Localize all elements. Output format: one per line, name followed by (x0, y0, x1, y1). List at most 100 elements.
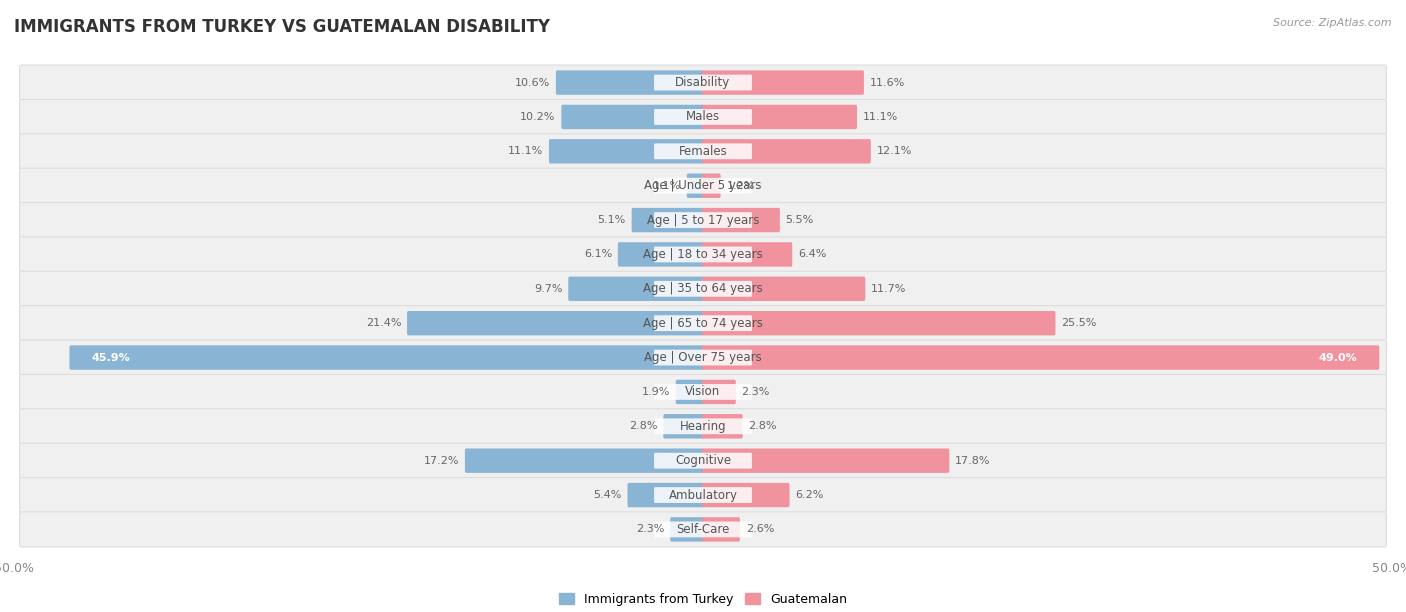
FancyBboxPatch shape (654, 315, 752, 331)
FancyBboxPatch shape (20, 443, 1386, 478)
Text: 21.4%: 21.4% (366, 318, 401, 328)
Text: 1.2%: 1.2% (727, 181, 755, 191)
Text: 11.7%: 11.7% (872, 284, 907, 294)
FancyBboxPatch shape (20, 65, 1386, 100)
Text: 1.9%: 1.9% (641, 387, 669, 397)
Text: Cognitive: Cognitive (675, 454, 731, 467)
FancyBboxPatch shape (20, 134, 1386, 169)
FancyBboxPatch shape (568, 277, 704, 301)
FancyBboxPatch shape (617, 242, 704, 267)
FancyBboxPatch shape (654, 349, 752, 365)
FancyBboxPatch shape (654, 109, 752, 125)
FancyBboxPatch shape (702, 208, 780, 233)
FancyBboxPatch shape (20, 375, 1386, 409)
Text: 5.5%: 5.5% (786, 215, 814, 225)
FancyBboxPatch shape (702, 105, 858, 129)
FancyBboxPatch shape (702, 311, 1056, 335)
Text: Age | 35 to 64 years: Age | 35 to 64 years (643, 282, 763, 296)
Text: 10.2%: 10.2% (520, 112, 555, 122)
FancyBboxPatch shape (654, 453, 752, 469)
FancyBboxPatch shape (654, 419, 752, 434)
Text: 25.5%: 25.5% (1062, 318, 1097, 328)
FancyBboxPatch shape (654, 212, 752, 228)
FancyBboxPatch shape (20, 305, 1386, 341)
Text: 17.8%: 17.8% (955, 456, 991, 466)
FancyBboxPatch shape (702, 70, 863, 95)
FancyBboxPatch shape (702, 173, 721, 198)
FancyBboxPatch shape (20, 203, 1386, 237)
FancyBboxPatch shape (69, 345, 704, 370)
FancyBboxPatch shape (555, 70, 704, 95)
Text: Age | 5 to 17 years: Age | 5 to 17 years (647, 214, 759, 226)
FancyBboxPatch shape (654, 487, 752, 503)
FancyBboxPatch shape (654, 75, 752, 91)
Text: 6.1%: 6.1% (583, 250, 612, 259)
Text: 12.1%: 12.1% (876, 146, 912, 156)
Text: 11.6%: 11.6% (870, 78, 905, 88)
Text: 2.3%: 2.3% (636, 524, 665, 534)
FancyBboxPatch shape (654, 247, 752, 263)
Text: 9.7%: 9.7% (534, 284, 562, 294)
FancyBboxPatch shape (702, 139, 870, 163)
FancyBboxPatch shape (20, 168, 1386, 203)
FancyBboxPatch shape (686, 173, 704, 198)
FancyBboxPatch shape (654, 384, 752, 400)
Text: Age | 65 to 74 years: Age | 65 to 74 years (643, 316, 763, 330)
FancyBboxPatch shape (654, 143, 752, 159)
FancyBboxPatch shape (654, 281, 752, 297)
Text: Ambulatory: Ambulatory (668, 488, 738, 502)
FancyBboxPatch shape (20, 477, 1386, 513)
Text: Age | Under 5 years: Age | Under 5 years (644, 179, 762, 192)
Text: 6.4%: 6.4% (799, 250, 827, 259)
FancyBboxPatch shape (465, 449, 704, 473)
FancyBboxPatch shape (20, 237, 1386, 272)
Text: IMMIGRANTS FROM TURKEY VS GUATEMALAN DISABILITY: IMMIGRANTS FROM TURKEY VS GUATEMALAN DIS… (14, 18, 550, 36)
Text: 2.6%: 2.6% (745, 524, 775, 534)
Text: Hearing: Hearing (679, 420, 727, 433)
FancyBboxPatch shape (20, 271, 1386, 307)
FancyBboxPatch shape (676, 379, 704, 404)
FancyBboxPatch shape (702, 379, 735, 404)
Text: 11.1%: 11.1% (508, 146, 543, 156)
Legend: Immigrants from Turkey, Guatemalan: Immigrants from Turkey, Guatemalan (554, 588, 852, 611)
FancyBboxPatch shape (20, 409, 1386, 444)
Text: Males: Males (686, 110, 720, 124)
FancyBboxPatch shape (671, 517, 704, 542)
Text: 1.1%: 1.1% (652, 181, 681, 191)
FancyBboxPatch shape (406, 311, 704, 335)
Text: 2.3%: 2.3% (741, 387, 770, 397)
Text: 10.6%: 10.6% (515, 78, 550, 88)
FancyBboxPatch shape (654, 178, 752, 193)
FancyBboxPatch shape (702, 345, 1379, 370)
Text: 2.8%: 2.8% (748, 421, 778, 431)
FancyBboxPatch shape (702, 449, 949, 473)
FancyBboxPatch shape (20, 512, 1386, 547)
Text: Source: ZipAtlas.com: Source: ZipAtlas.com (1274, 18, 1392, 28)
FancyBboxPatch shape (664, 414, 704, 439)
Text: 17.2%: 17.2% (423, 456, 460, 466)
FancyBboxPatch shape (561, 105, 704, 129)
Text: Vision: Vision (685, 386, 721, 398)
FancyBboxPatch shape (702, 414, 742, 439)
FancyBboxPatch shape (702, 483, 790, 507)
FancyBboxPatch shape (20, 340, 1386, 375)
Text: 11.1%: 11.1% (863, 112, 898, 122)
Text: Age | 18 to 34 years: Age | 18 to 34 years (643, 248, 763, 261)
FancyBboxPatch shape (702, 517, 740, 542)
Text: 5.4%: 5.4% (593, 490, 621, 500)
FancyBboxPatch shape (627, 483, 704, 507)
Text: Disability: Disability (675, 76, 731, 89)
Text: 49.0%: 49.0% (1319, 353, 1358, 362)
FancyBboxPatch shape (548, 139, 704, 163)
FancyBboxPatch shape (20, 99, 1386, 135)
FancyBboxPatch shape (702, 242, 793, 267)
Text: Females: Females (679, 145, 727, 158)
Text: Self-Care: Self-Care (676, 523, 730, 536)
Text: 45.9%: 45.9% (91, 353, 129, 362)
FancyBboxPatch shape (654, 521, 752, 537)
Text: 6.2%: 6.2% (796, 490, 824, 500)
Text: 5.1%: 5.1% (598, 215, 626, 225)
Text: 2.8%: 2.8% (628, 421, 658, 431)
FancyBboxPatch shape (631, 208, 704, 233)
Text: Age | Over 75 years: Age | Over 75 years (644, 351, 762, 364)
